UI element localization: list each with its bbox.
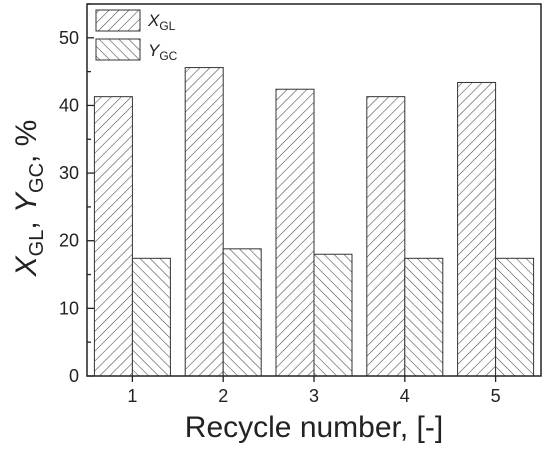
legend-label-ygc: YGC <box>148 41 178 63</box>
y-axis-title: XGL, YGC, % <box>10 120 48 278</box>
bar-x-gl-1 <box>93 96 133 377</box>
y-title-sep: , <box>10 213 43 230</box>
x-tick-label-1: 1 <box>127 386 137 406</box>
bar-x-gl-2 <box>184 67 224 377</box>
plot-frame <box>86 3 542 377</box>
y-tick-label-0: 0 <box>69 366 79 386</box>
bar-y-gc-5 <box>495 257 535 377</box>
legend-swatch-ygc <box>95 38 141 61</box>
bar-y-gc-4 <box>404 257 444 377</box>
y-title-x: X <box>10 255 43 277</box>
x-tick-label-5: 5 <box>491 386 501 406</box>
y-tick-label-50: 50 <box>59 28 79 48</box>
x-tick-label-4: 4 <box>400 386 410 406</box>
legend-swatch-xgl <box>95 9 141 32</box>
bars-layer <box>93 67 535 377</box>
y-tick-label-40: 40 <box>59 95 79 115</box>
y-title-y-sub: GC <box>26 163 48 193</box>
bar-x-gl-4 <box>366 96 406 377</box>
bar-x-gl-5 <box>457 81 497 377</box>
bar-x-gl-3 <box>275 88 315 377</box>
bar-y-gc-2 <box>222 248 262 377</box>
x-tick-label-2: 2 <box>218 386 228 406</box>
y-title-y: Y <box>10 191 43 213</box>
y-title-unit: , % <box>10 120 43 163</box>
x-tick-label-3: 3 <box>309 386 319 406</box>
bar-y-gc-1 <box>131 257 171 377</box>
y-title-x-sub: GL <box>26 230 48 257</box>
y-tick-label-30: 30 <box>59 163 79 183</box>
legend: XGL YGC <box>95 9 178 63</box>
bar-y-gc-3 <box>313 253 353 377</box>
y-tick-label-10: 10 <box>59 298 79 318</box>
y-tick-label-20: 20 <box>59 231 79 251</box>
x-axis-title: Recycle number, [-] <box>185 411 443 444</box>
legend-label-xgl: XGL <box>147 11 176 33</box>
